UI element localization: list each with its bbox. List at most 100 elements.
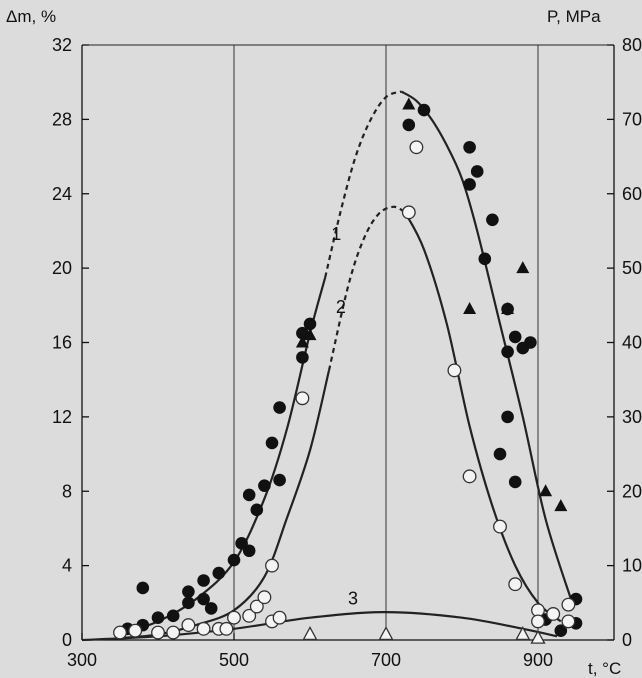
x-tick-label: 500 [219, 650, 249, 670]
point-filled-circle [182, 585, 195, 598]
x-tick-label: 300 [67, 650, 97, 670]
point-filled-circle [182, 596, 195, 610]
point-filled-circle [273, 473, 286, 487]
y-tick-label-left: 16 [52, 333, 72, 353]
point-hollow-circle [249, 599, 264, 614]
point-hollow-circle [257, 590, 272, 605]
curve-1-dashed [324, 90, 402, 278]
point-hollow-triangle [530, 629, 546, 644]
curve-2-dashed [327, 205, 406, 371]
y-tick-label-right: 70 [622, 109, 642, 129]
fitted-curves [81, 90, 574, 642]
point-hollow-circle [227, 610, 241, 625]
grid [82, 44, 614, 640]
point-hollow-circle [546, 607, 561, 621]
point-filled-circle [265, 436, 279, 450]
x-axis-label: t, °C [588, 659, 621, 678]
point-filled-triangle [501, 302, 515, 315]
point-hollow-triangle [302, 626, 318, 641]
curve-2-tail [404, 211, 562, 623]
point-filled-circle [242, 488, 256, 502]
point-filled-circle [463, 140, 476, 154]
y-tick-label-right: 80 [622, 35, 642, 55]
point-hollow-circle [151, 625, 165, 640]
point-hollow-circle [181, 618, 196, 633]
point-hollow-triangle [378, 626, 394, 641]
point-filled-circle [258, 479, 271, 492]
point-filled-triangle [402, 97, 416, 110]
point-hollow-circle [196, 621, 211, 636]
point-hollow-circle [295, 391, 310, 406]
point-filled-circle [508, 330, 522, 344]
curve-2-solid [119, 370, 331, 640]
point-hollow-circle [409, 140, 424, 155]
x-tick-label: 900 [523, 650, 553, 670]
point-filled-circle [486, 213, 499, 227]
data-points [113, 97, 583, 644]
point-hollow-circle [462, 469, 477, 484]
point-hollow-circle [272, 610, 287, 625]
y-tick-label-right: 0 [622, 630, 632, 650]
y-tick-label-right: 40 [622, 333, 642, 353]
point-filled-triangle [539, 484, 553, 497]
y-axis-label-left: Δm, % [6, 7, 56, 26]
point-filled-circle [501, 410, 514, 424]
point-hollow-circle [128, 623, 143, 638]
y-tick-label-left: 12 [52, 407, 72, 427]
point-hollow-circle [561, 614, 576, 629]
y-tick-label-left: 0 [62, 630, 72, 650]
point-filled-triangle [295, 335, 309, 348]
point-hollow-circle [447, 363, 462, 378]
point-hollow-circle [219, 621, 234, 636]
y-tick-label-left: 32 [52, 35, 72, 55]
point-filled-circle [478, 252, 492, 266]
point-hollow-circle [113, 625, 127, 640]
y-tick-label-right: 20 [622, 481, 642, 501]
curve-1-solid [119, 277, 327, 636]
point-filled-circle [402, 118, 416, 132]
point-filled-circle [151, 611, 165, 624]
point-hollow-circle [401, 205, 416, 220]
point-filled-circle [463, 178, 476, 191]
axis-labels: Δm, % P, MPa t, °C 123 [6, 7, 621, 678]
point-filled-circle [136, 581, 150, 595]
point-filled-circle [524, 336, 537, 349]
point-hollow-circle [166, 625, 181, 640]
point-filled-circle [296, 351, 309, 364]
y-tick-label-left: 28 [52, 109, 72, 129]
point-filled-circle [470, 165, 484, 178]
point-filled-circle [303, 317, 317, 331]
point-filled-circle [235, 537, 248, 550]
point-filled-circle [197, 592, 210, 606]
point-hollow-circle [242, 608, 257, 623]
y-tick-label-right: 10 [622, 556, 642, 576]
curve-label-2: 2 [336, 297, 346, 317]
curve-1-tail [400, 90, 574, 604]
y-tick-label-left: 8 [62, 481, 72, 501]
y-tick-label-right: 60 [622, 184, 642, 204]
point-filled-circle [273, 401, 286, 414]
point-filled-circle [554, 624, 568, 638]
point-filled-triangle [303, 328, 317, 341]
point-hollow-circle [265, 558, 279, 573]
point-filled-circle [204, 602, 218, 615]
curve-label-3: 3 [348, 589, 358, 609]
point-filled-circle [166, 609, 180, 623]
point-hollow-circle [561, 597, 576, 612]
y-tick-label-right: 50 [622, 258, 642, 278]
point-filled-circle [197, 574, 210, 587]
point-hollow-circle [493, 519, 507, 534]
point-filled-circle [417, 103, 431, 117]
point-filled-triangle [554, 499, 568, 512]
point-hollow-circle [508, 577, 523, 592]
y-tick-label-left: 20 [52, 258, 72, 278]
point-hollow-triangle [515, 626, 531, 641]
point-filled-circle [501, 345, 514, 359]
point-filled-circle [493, 447, 507, 461]
point-filled-triangle [516, 261, 530, 274]
point-hollow-circle [531, 614, 545, 629]
curve-label-1: 1 [331, 224, 341, 244]
y-tick-label-right: 30 [622, 407, 642, 427]
